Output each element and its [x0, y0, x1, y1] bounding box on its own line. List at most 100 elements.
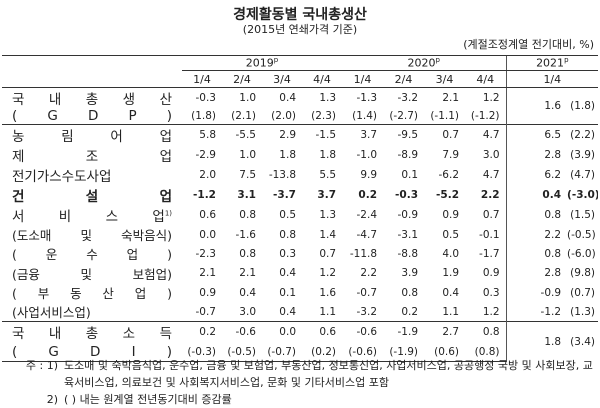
current-value: 0.8 [505, 205, 565, 225]
value: (2.0) [271, 110, 296, 122]
value: (-2.7) [389, 110, 419, 122]
quarter: 3/4 [424, 70, 466, 88]
row-label-text: 국 내 총 생 산 [12, 92, 172, 108]
value: 0.4 [239, 286, 256, 299]
value: 0.4 [279, 92, 296, 104]
value: 1.8 [319, 149, 337, 161]
row-label-text: ( 부 동 산 업 ) [12, 286, 172, 302]
title: 경제활동별 국내총생산 [233, 7, 367, 23]
row-label: 농 림 어 업 [2, 124, 182, 145]
row-label-text: ( G D I ) [12, 343, 172, 360]
quarter: 2/4 [383, 70, 425, 88]
current-value: 2.8 [505, 263, 565, 283]
value: -9.5 [383, 124, 425, 145]
value: 0.3 [279, 247, 296, 260]
value: 7.5 [239, 169, 256, 181]
value: -2.4 [356, 209, 378, 221]
value: -0.6 [342, 321, 384, 343]
current-yoy: (1.5) [570, 209, 596, 221]
value: 1.0 [239, 92, 256, 104]
value: 1.3 [319, 209, 337, 221]
value: 1.3 [319, 92, 337, 104]
quarter: 1/4 [182, 70, 222, 88]
row: 국 내 총 생 산 -0.3 1.0 0.4 1.3 -1.3 -3.2 2.1 1.2 1.6(… [2, 87, 598, 125]
value: 0.8 [239, 247, 256, 260]
value: 0.7 [482, 209, 500, 221]
value: 1.9 [442, 267, 460, 280]
row: ( 운 수 업 ) -2.3 0.8 0.3 0.7 -11.8 -8.8 4.0 -1.7 0.… [2, 244, 598, 264]
current-value: 0.8 [505, 244, 565, 264]
row-label: 전기가스수도사업 [2, 165, 182, 185]
year: 2020p [342, 55, 507, 71]
value: -0.7 [356, 286, 378, 299]
value: 0.5 [442, 228, 460, 241]
value: 2.1 [199, 267, 216, 280]
value: -1.7 [479, 247, 500, 260]
value: 0.4 [442, 286, 460, 299]
row-label-text: 농 림 어 업 [12, 129, 172, 145]
value: (0.2) [302, 342, 343, 363]
quarter-row: 1/4 2/4 3/4 4/4 1/4 2/4 3/4 4/4 1/4 [2, 70, 599, 88]
row-label: (도소매 및 숙박음식) [2, 225, 182, 244]
table-body: 2019p 2020p 2021p 1/4 2/4 3/4 4/4 1/4 2/4 3/4 4/4 1… [2, 55, 599, 363]
row-label: ( G D P ) [2, 108, 182, 125]
quarter: 1/4 [342, 70, 384, 88]
row-label-text: 제 조 업 [12, 149, 172, 165]
row-label-text: 서 비 스 업 [12, 209, 165, 225]
current-yoy: (0.7) [570, 286, 596, 299]
year: 2021p [505, 55, 599, 71]
current-value: 1.6 [505, 87, 565, 125]
value: 0.0 [262, 321, 302, 343]
current-value: 0.4 [505, 185, 565, 205]
value: -3.2 [397, 92, 419, 104]
row-label: ( 운 수 업 ) [2, 244, 182, 263]
value: 2.2 [360, 267, 378, 280]
value: 0.2 [401, 305, 419, 318]
value: -0.3 [395, 189, 419, 201]
value: (-0.6) [342, 342, 384, 363]
row-label-text: 국 내 총 소 득 [12, 326, 172, 343]
value: 0.1 [401, 169, 419, 181]
value: (2.1) [231, 110, 256, 122]
row-label: (사업서비스업) [2, 302, 182, 322]
value: -5.5 [222, 124, 262, 145]
row: 건 설 업 -1.2 3.1 -3.7 3.7 0.2 -0.3 -5.2 2.2 0.4 (-3.… [2, 185, 598, 205]
value: 5.8 [182, 124, 222, 145]
current-yoy: (1.8) [570, 100, 596, 112]
value: 1.0 [239, 149, 256, 161]
current-value: 2.8 [505, 145, 565, 165]
quarter: 4/4 [465, 70, 507, 88]
value: -11.8 [349, 247, 378, 260]
year-row: 2019p 2020p 2021p [2, 55, 599, 71]
row: (도소매 및 숙박음식) 0.0 -1.6 0.8 1.4 -4.7 -3.1 0.5 -0.1… [2, 225, 598, 245]
value: 0.4 [279, 267, 296, 280]
value: 3.7 [317, 189, 337, 201]
value: 1.1 [319, 305, 337, 318]
value: 0.2 [182, 321, 222, 343]
current-value: 6.5 [505, 124, 565, 145]
row: 국 내 총 소 득 0.2 -0.6 0.0 0.6 -0.6 -1.9 2.7 0.8 1.8(… [2, 321, 599, 362]
value: (-0.7) [262, 342, 302, 363]
value: 0.8 [401, 286, 419, 299]
value: (1.8) [191, 110, 216, 122]
value: 0.5 [279, 209, 296, 221]
value: -1.3 [356, 92, 378, 104]
year: 2019p [182, 55, 343, 71]
value: 3.0 [239, 305, 256, 318]
value: (-1.2) [470, 110, 500, 122]
blank [2, 55, 182, 71]
value: 4.7 [465, 124, 507, 145]
row-label-text: (도소매 및 숙박음식) [12, 228, 172, 244]
row-label-text: (금융 및 보험업) [12, 266, 172, 282]
value: 9.9 [360, 169, 378, 181]
value: 2.2 [480, 189, 500, 201]
current-yoy: (3.4) [564, 321, 599, 362]
value: -1.9 [383, 321, 425, 343]
value: 0.7 [424, 124, 466, 145]
row-label: ( G D I ) [2, 342, 182, 363]
note: 주 : 1) 도소매 및 숙박음식업, 운수업, 금융 및 보험업, 부동산업, … [6, 357, 596, 391]
year-mark: p [435, 56, 440, 65]
row: (금융 및 보험업) 2.1 2.1 0.4 1.2 2.2 3.9 1.9 0.9 2.8 (9.… [2, 263, 598, 283]
value: 3.9 [401, 267, 419, 280]
